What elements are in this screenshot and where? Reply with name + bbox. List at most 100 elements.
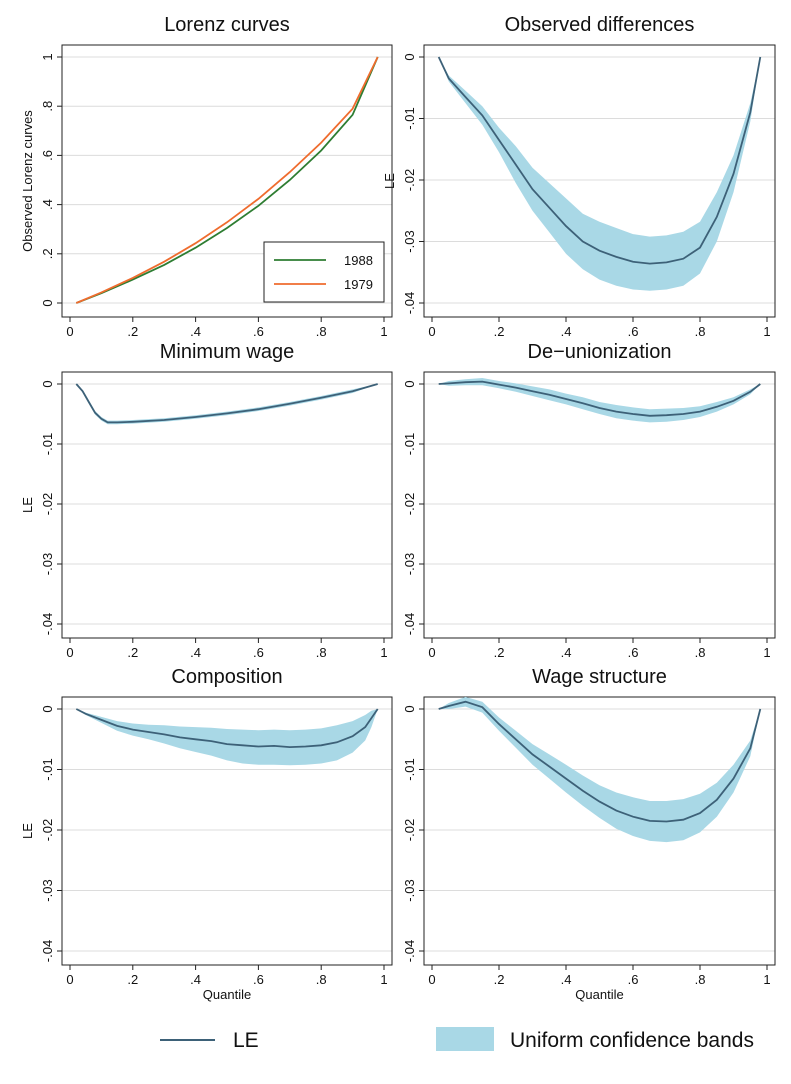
plot-frame bbox=[61, 371, 393, 639]
x-tick-label: .2 bbox=[127, 972, 138, 987]
y-tick-label: -.01 bbox=[402, 433, 417, 455]
x-tick-label: .4 bbox=[190, 645, 201, 660]
x-tick-label: .4 bbox=[561, 324, 572, 339]
legend-band-swatch bbox=[436, 1027, 494, 1051]
x-axis-label: Quantile bbox=[575, 987, 623, 1002]
y-tick-label: .8 bbox=[40, 101, 55, 112]
x-tick-label: .8 bbox=[316, 972, 327, 987]
x-axis-label: Quantile bbox=[203, 987, 251, 1002]
x-tick-label: 0 bbox=[66, 645, 73, 660]
y-tick-label: -.01 bbox=[402, 107, 417, 129]
y-tick-label: -.02 bbox=[402, 493, 417, 515]
x-tick-label: 1 bbox=[380, 645, 387, 660]
x-tick-label: 1 bbox=[763, 972, 770, 987]
x-tick-label: .8 bbox=[695, 972, 706, 987]
panel-5: Composition 0 -.01 -.02 -.03 -.04 0 .2 .4 .6 .8 1 LE… bbox=[20, 666, 393, 1002]
y-tick-label: .6 bbox=[40, 150, 55, 161]
y-tick-label: 0 bbox=[402, 53, 417, 60]
x-tick-label: .2 bbox=[127, 645, 138, 660]
panel-6: Wage structure 0 -.01 -.02 -.03 -.04 0 .2 .4 .6 .8… bbox=[402, 666, 776, 1002]
x-tick-label: .2 bbox=[494, 972, 505, 987]
y-axis-label: Observed Lorenz curves bbox=[20, 110, 35, 252]
lorenz-legend-label: 1979 bbox=[344, 277, 373, 292]
x-tick-label: .6 bbox=[628, 645, 639, 660]
plot-frame bbox=[423, 371, 776, 639]
plot-frame bbox=[423, 44, 776, 318]
panel-1: Lorenz curves 0 .2 .4 .6 .8 1 0 .2 .4 .6 .8 1 Observe… bbox=[20, 14, 393, 339]
x-tick-label: 0 bbox=[428, 972, 435, 987]
x-tick-label: .6 bbox=[253, 324, 264, 339]
series-line-le bbox=[437, 56, 762, 265]
x-tick-label: .2 bbox=[127, 324, 138, 339]
y-tick-label: -.03 bbox=[402, 879, 417, 901]
y-tick-label: 0 bbox=[40, 299, 55, 306]
figure-legend: LE Uniform confidence bands bbox=[160, 1027, 754, 1052]
lorenz-legend-box bbox=[263, 241, 385, 303]
series-line-le bbox=[75, 708, 379, 749]
series-line-1979 bbox=[75, 56, 379, 304]
y-tick-label: -.04 bbox=[40, 940, 55, 962]
series-line-le bbox=[75, 383, 378, 424]
y-tick-label: -.04 bbox=[402, 940, 417, 962]
y-axis-label: LE bbox=[382, 173, 397, 189]
y-tick-label: -.03 bbox=[402, 553, 417, 575]
x-tick-label: .8 bbox=[695, 324, 706, 339]
panel-title: Composition bbox=[171, 666, 282, 688]
series-line-le bbox=[438, 380, 761, 417]
x-tick-label: 0 bbox=[428, 324, 435, 339]
x-tick-label: .6 bbox=[628, 324, 639, 339]
y-tick-label: 0 bbox=[40, 705, 55, 712]
x-tick-label: .4 bbox=[561, 972, 572, 987]
series-line-le bbox=[438, 700, 762, 823]
plot-frame bbox=[61, 696, 393, 966]
x-tick-label: 1 bbox=[763, 324, 770, 339]
y-tick-label: -.04 bbox=[402, 613, 417, 635]
panel-title: Minimum wage bbox=[160, 341, 294, 363]
y-tick-label: -.04 bbox=[40, 613, 55, 635]
y-tick-label: -.02 bbox=[402, 169, 417, 191]
y-axis-label: LE bbox=[20, 823, 35, 839]
y-tick-label: -.03 bbox=[40, 553, 55, 575]
x-tick-label: .4 bbox=[190, 972, 201, 987]
series-line-1988 bbox=[75, 56, 379, 304]
y-tick-label: -.02 bbox=[402, 819, 417, 841]
y-tick-label: -.02 bbox=[40, 493, 55, 515]
panel-title: Observed differences bbox=[505, 14, 695, 36]
legend-le-label: LE bbox=[233, 1029, 259, 1052]
x-tick-label: .2 bbox=[494, 645, 505, 660]
panel-title: Wage structure bbox=[532, 666, 667, 688]
y-tick-label: 0 bbox=[402, 380, 417, 387]
x-tick-label: .2 bbox=[494, 324, 505, 339]
y-tick-label: -.03 bbox=[40, 879, 55, 901]
y-tick-label: 1 bbox=[40, 53, 55, 60]
panel-3: Minimum wage 0 -.01 -.02 -.03 -.04 0 .2 .4 .6 .8 1 L… bbox=[20, 341, 393, 660]
confidence-band bbox=[438, 696, 761, 843]
x-tick-label: 1 bbox=[763, 645, 770, 660]
x-tick-label: .4 bbox=[190, 324, 201, 339]
y-axis-label: LE bbox=[20, 497, 35, 513]
x-tick-label: .8 bbox=[316, 324, 327, 339]
confidence-band bbox=[438, 57, 761, 291]
x-tick-label: .4 bbox=[561, 645, 572, 660]
y-tick-label: -.01 bbox=[40, 758, 55, 780]
x-tick-label: .8 bbox=[695, 645, 706, 660]
plot-frame bbox=[61, 44, 393, 318]
y-tick-label: .4 bbox=[40, 199, 55, 210]
panel-2: Observed differences 0 -.01 -.02 -.03 -.04 0 .2… bbox=[382, 14, 776, 339]
y-tick-label: -.04 bbox=[402, 292, 417, 314]
x-tick-label: 0 bbox=[66, 324, 73, 339]
x-tick-label: 0 bbox=[66, 972, 73, 987]
y-tick-label: -.03 bbox=[402, 230, 417, 252]
panel-title: De−unionization bbox=[528, 341, 672, 363]
y-tick-label: -.02 bbox=[40, 819, 55, 841]
panel-title: Lorenz curves bbox=[164, 14, 290, 36]
x-tick-label: .6 bbox=[253, 972, 264, 987]
confidence-band bbox=[438, 378, 761, 423]
y-tick-label: .2 bbox=[40, 248, 55, 259]
x-tick-label: 0 bbox=[428, 645, 435, 660]
x-tick-label: .8 bbox=[316, 645, 327, 660]
confidence-band bbox=[76, 384, 378, 425]
y-tick-label: -.01 bbox=[402, 758, 417, 780]
y-tick-label: 0 bbox=[402, 705, 417, 712]
